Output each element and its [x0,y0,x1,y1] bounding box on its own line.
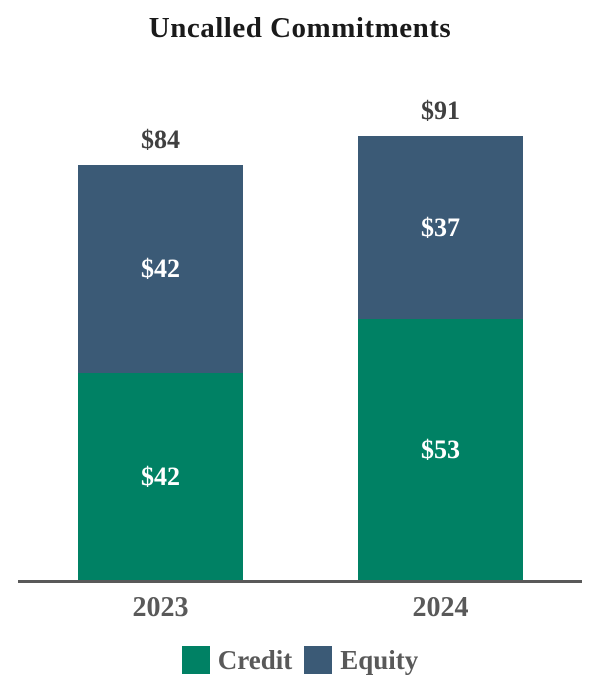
chart-legend: Credit Equity [0,646,600,674]
bar-2024-equity-segment: $37 [358,136,523,319]
bar-2023-credit-segment: $42 [78,373,243,581]
bar-2023-credit-value-label: $42 [141,462,180,491]
bar-2023-equity-segment: $42 [78,165,243,373]
bar-2023-total-label: $84 [141,125,180,154]
bar-2024-equity-value-label: $37 [421,212,460,242]
legend-item-equity: Equity [304,646,418,674]
bar-2024: $91 $37 $53 [358,96,523,581]
legend-item-credit: Credit [181,645,293,675]
bar-2023: $84 $42 $42 [78,125,243,581]
credit-swatch-icon [181,646,210,674]
bar-2023-equity-value-label: $42 [141,254,180,283]
bar-2024-credit-segment: $53 [358,319,523,581]
bar-2024-credit-value-label: $53 [421,435,460,464]
equity-swatch-icon [304,646,333,674]
x-axis-label-2024: 2024 [412,592,469,623]
legend-label-credit: Credit [217,645,293,675]
chart-title: Uncalled Commitments [148,12,452,44]
legend-label-equity: Equity [340,645,419,675]
x-axis-line [18,580,582,583]
bar-2024-total-label: $91 [421,96,460,125]
x-axis-label-2023: 2023 [132,592,189,623]
